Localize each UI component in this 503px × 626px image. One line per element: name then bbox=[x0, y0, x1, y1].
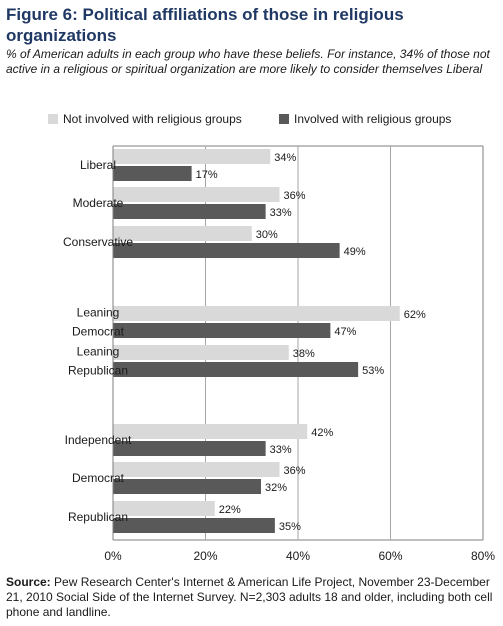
bar-not-involved bbox=[113, 462, 280, 477]
data-label: 30% bbox=[256, 229, 278, 241]
bar-not-involved bbox=[113, 226, 252, 241]
bar-involved bbox=[113, 362, 359, 377]
bar-involved bbox=[113, 441, 266, 456]
bar-not-involved bbox=[113, 424, 308, 439]
category-label: Leaning Republican bbox=[68, 345, 128, 378]
source-note: Source: Pew Research Center's Internet &… bbox=[6, 575, 501, 620]
data-label: 47% bbox=[334, 326, 356, 338]
data-label: 35% bbox=[279, 521, 301, 533]
x-tick-label: 40% bbox=[286, 549, 310, 560]
data-label: 36% bbox=[284, 465, 306, 477]
data-label: 53% bbox=[362, 365, 384, 377]
category-label: Republican bbox=[68, 510, 128, 524]
bar-chart: 0% 20% 40% 60% 80% 34% 36% 30% 62% 38% 42% 36% 22% 17… bbox=[63, 145, 495, 560]
category-label: Democrat bbox=[72, 471, 125, 485]
category-label: Leaning Democrat bbox=[72, 306, 125, 339]
bar-involved bbox=[113, 323, 331, 338]
bar-not-involved bbox=[113, 345, 289, 360]
legend-item-not-involved: Not involved with religious groups bbox=[48, 111, 242, 127]
bar-involved bbox=[113, 518, 275, 533]
x-tick-label: 80% bbox=[471, 549, 495, 560]
category-label: Moderate bbox=[73, 196, 124, 210]
chart-title: Figure 6: Political affiliations of thos… bbox=[6, 5, 404, 45]
bar-not-involved bbox=[113, 306, 400, 321]
data-label: 33% bbox=[270, 444, 292, 456]
data-label: 32% bbox=[265, 482, 287, 494]
source-label: Source: bbox=[6, 575, 51, 589]
legend-swatch-not-involved bbox=[48, 114, 58, 124]
legend-label-involved: Involved with religious groups bbox=[294, 112, 452, 126]
bar-not-involved bbox=[113, 501, 215, 516]
bar-not-involved bbox=[113, 187, 280, 202]
data-label: 22% bbox=[219, 504, 241, 516]
data-label: 42% bbox=[311, 427, 333, 439]
bar-not-involved bbox=[113, 149, 271, 164]
data-label: 34% bbox=[274, 152, 296, 164]
legend: Not involved with religious groups Invol… bbox=[0, 111, 503, 127]
category-label: Independent bbox=[65, 433, 132, 447]
legend-item-involved: Involved with religious groups bbox=[279, 111, 451, 127]
data-label: 17% bbox=[196, 169, 218, 181]
bar-involved bbox=[113, 204, 266, 219]
legend-label-not-involved: Not involved with religious groups bbox=[63, 112, 242, 126]
data-label: 36% bbox=[284, 190, 306, 202]
bar-involved bbox=[113, 166, 192, 181]
chart-subtitle: % of American adults in each group who h… bbox=[6, 47, 490, 76]
data-label: 62% bbox=[404, 309, 426, 321]
bar-involved bbox=[113, 479, 261, 494]
data-label: 49% bbox=[344, 246, 366, 258]
x-tick-label: 0% bbox=[104, 549, 122, 560]
legend-swatch-involved bbox=[279, 114, 289, 124]
bar-involved bbox=[113, 243, 340, 258]
category-label: Conservative bbox=[63, 235, 133, 249]
source-text: Pew Research Center's Internet & America… bbox=[6, 575, 493, 619]
x-tick-label: 60% bbox=[378, 549, 402, 560]
category-label: Liberal bbox=[80, 158, 116, 172]
x-tick-label: 20% bbox=[193, 549, 217, 560]
data-label: 38% bbox=[293, 348, 315, 360]
data-label: 33% bbox=[270, 207, 292, 219]
